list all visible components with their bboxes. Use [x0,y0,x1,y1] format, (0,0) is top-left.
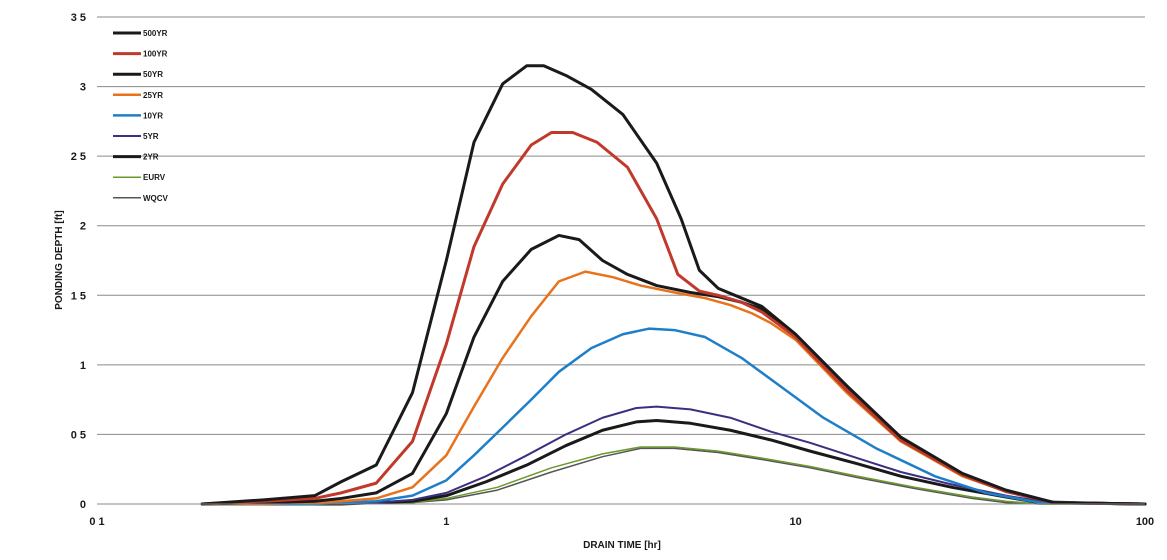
x-tick-label: 10 [790,516,802,528]
y-tick-label: 3 [80,82,86,94]
series-lines [200,64,1147,506]
y-tick-label: 2 [80,221,86,233]
x-tick-label: 0 1 [89,516,104,528]
y-tick-label: 0 5 [71,429,86,441]
series-line-10yr [200,327,1147,506]
legend: 500YR 100YR 50YR 25YR 10YR 5YR 2YR EURV WQCV [113,29,169,203]
y-tick-label: 1 5 [71,290,86,302]
legend-label-500yr: 500YR [143,29,168,38]
grid-lines [97,16,1145,435]
series-line-eurv [201,446,1146,505]
legend-label-50yr: 50YR [143,70,163,79]
series-line-500yr [200,64,1147,506]
x-tick-label: 100 [1136,516,1154,528]
series-line-wqcv [201,447,1146,505]
y-axis-title: PONDING DEPTH [ft] [54,210,65,309]
y-tick-label: 0 [80,499,86,511]
legend-label-5yr: 5YR [143,132,159,141]
tick-labels: 0 0 5 1 1 5 2 2 5 3 3 5 0 1 1 10 100 [71,12,1154,528]
series-line-100yr [200,130,1147,506]
legend-label-25yr: 25YR [143,91,163,100]
legend-label-wqcv: WQCV [143,194,169,203]
legend-label-10yr: 10YR [143,111,163,120]
y-tick-label: 3 5 [71,12,86,24]
x-tick-label: 1 [443,516,449,528]
y-tick-label: 2 5 [71,151,86,163]
legend-label-2yr: 2YR [143,153,159,162]
legend-label-100yr: 100YR [143,50,168,59]
legend-label-eurv: EURV [143,173,166,182]
x-axis-title: DRAIN TIME [hr] [583,540,661,551]
y-tick-label: 1 [80,360,86,372]
